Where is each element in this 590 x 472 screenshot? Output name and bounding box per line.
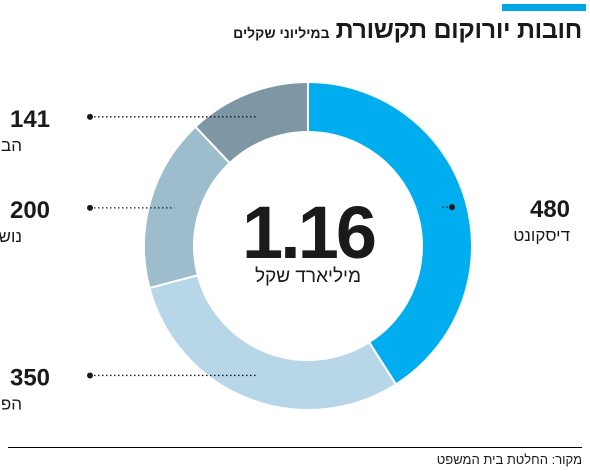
donut-slices [143, 80, 473, 411]
leader-dot-הפועלים [87, 372, 93, 379]
slice-value-הפועלים: 350 [10, 364, 50, 391]
slice-value-נושים-אחרים: 200 [10, 197, 50, 224]
slice-labels: 480 דיסקונט 350 הפועלים 200 נושים אחרים 141 הבי… [0, 106, 570, 414]
slice-name-הבינלאומי: הבינלאומי [0, 136, 22, 155]
accent-bar [502, 4, 586, 11]
total-value: 1.16 [242, 191, 375, 274]
slice-הבינלאומי [194, 80, 309, 165]
chart-title: חובות יורוקום תקשורת [335, 16, 583, 44]
total-unit: מיליארד שקל [255, 266, 361, 287]
slice-הפועלים [148, 273, 398, 411]
leader-dot-הבינלאומי [87, 113, 93, 120]
slice-value-דיסקונט: 480 [530, 196, 570, 223]
slice-name-הפועלים: הפועלים [0, 394, 22, 413]
slice-name-נושים-אחרים: נושים אחרים [0, 227, 22, 246]
slice-name-דיסקונט: דיסקונט [513, 226, 570, 245]
source-note: מקור: החלטת בית המשפט [436, 452, 582, 467]
header: חובות יורוקום תקשורת במיליוני שקלים [233, 16, 582, 45]
slice-דיסקונט [307, 80, 473, 386]
footer-divider [8, 447, 582, 448]
leader-dot-דיסקונט [449, 204, 455, 211]
leader-dot-נושים-אחרים [87, 204, 93, 211]
slice-value-הבינלאומי: 141 [10, 106, 50, 133]
chart-subtitle: במיליוני שקלים [233, 25, 330, 41]
